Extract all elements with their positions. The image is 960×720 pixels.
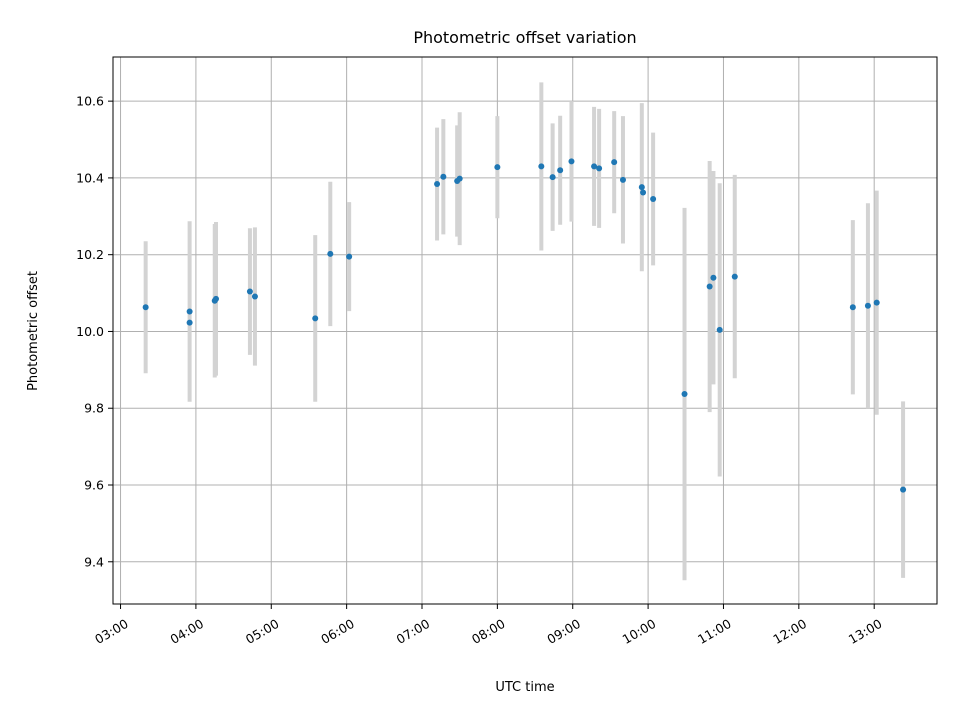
y-tick-label: 9.6 <box>84 478 104 493</box>
plot-area <box>113 57 937 604</box>
data-point <box>434 181 441 188</box>
plot-frame <box>112 56 938 605</box>
data-point <box>591 163 598 170</box>
y-tick-label: 10.6 <box>76 94 104 109</box>
y-tick-label: 10.4 <box>76 170 104 185</box>
data-point <box>142 304 149 311</box>
data-points <box>142 158 907 493</box>
data-point <box>213 295 219 302</box>
x-axis-label: UTC time <box>495 680 554 695</box>
data-point <box>716 326 723 333</box>
y-axis-label: Photometric offset <box>26 271 41 391</box>
data-point <box>557 167 564 174</box>
data-point <box>864 302 871 309</box>
data-point <box>186 308 193 315</box>
data-point <box>849 304 856 311</box>
data-point <box>706 283 713 290</box>
data-point <box>710 274 717 281</box>
data-point <box>681 391 688 398</box>
data-point <box>440 173 447 180</box>
data-point <box>638 184 645 191</box>
y-tick-label: 10.0 <box>76 324 104 339</box>
data-point <box>456 175 463 182</box>
data-point <box>246 288 253 295</box>
data-point <box>619 176 626 183</box>
data-point <box>494 164 501 171</box>
data-point <box>596 165 603 172</box>
data-point <box>538 163 545 170</box>
data-point <box>251 293 258 300</box>
data-point <box>549 174 556 181</box>
chart-title: Photometric offset variation <box>413 28 636 47</box>
data-point <box>650 196 657 203</box>
data-point <box>327 250 334 257</box>
data-point <box>640 189 647 196</box>
data-point <box>611 159 618 166</box>
data-point <box>346 253 353 260</box>
data-point <box>900 486 907 493</box>
y-tick-label: 10.2 <box>76 247 104 262</box>
y-tick-label: 9.8 <box>84 401 104 416</box>
data-point <box>186 319 193 326</box>
y-tick-label: 9.4 <box>84 554 104 569</box>
data-point <box>312 315 319 322</box>
y-axis-ticks: 9.4 9.6 9.8 10.0 10.2 10.4 10.6 <box>76 94 113 569</box>
data-point <box>568 158 575 165</box>
data-point <box>731 273 738 280</box>
data-point <box>873 299 880 306</box>
